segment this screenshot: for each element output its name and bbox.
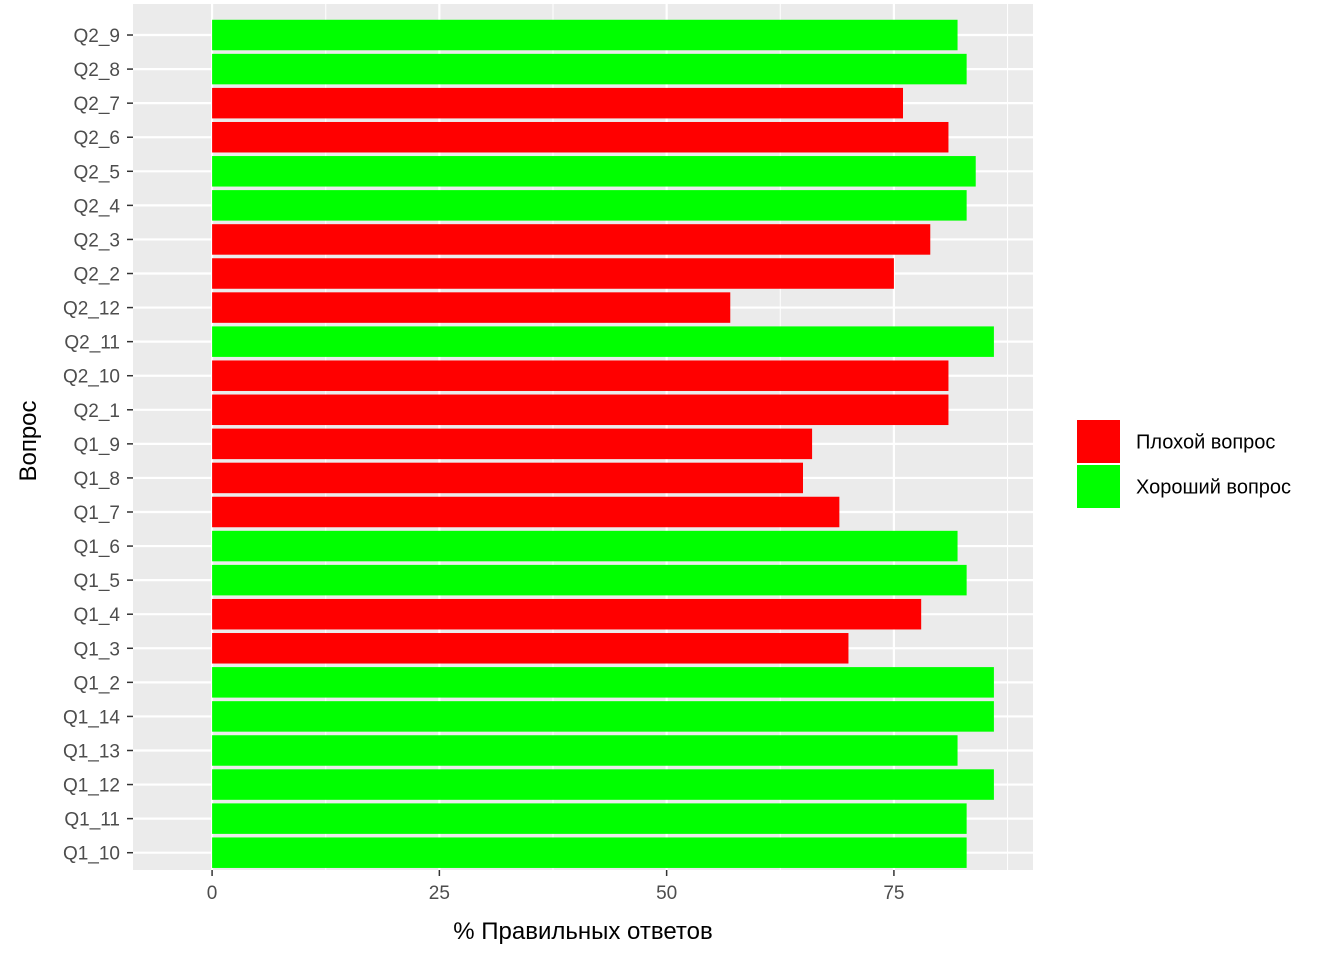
bar-q2-5 bbox=[212, 156, 976, 187]
y-tick-label: Q2_2 bbox=[74, 265, 120, 286]
y-tick-label: Q1_5 bbox=[74, 571, 120, 592]
y-tick-label: Q1_6 bbox=[74, 537, 120, 558]
bar-q2-11 bbox=[212, 326, 994, 357]
x-tick-label: 50 bbox=[656, 883, 677, 904]
bar-q1-5 bbox=[212, 564, 967, 596]
y-tick-label: Q1_13 bbox=[63, 741, 120, 762]
bar-q1-8 bbox=[212, 462, 803, 494]
bar-q2-12 bbox=[212, 292, 731, 323]
y-axis-title: Вопрос bbox=[15, 400, 42, 481]
y-tick-label: Q1_12 bbox=[63, 776, 120, 797]
y-tick-label: Q1_14 bbox=[63, 707, 120, 728]
bar-q2-10 bbox=[212, 360, 949, 391]
axis-layer: Q1_10 Q1_11 Q1_12 Q1_13 Q1_14 Q1_2 Q1_3 Q1_4 Q1_… bbox=[63, 26, 905, 904]
y-tick-label: Q1_11 bbox=[64, 810, 120, 831]
y-tick-label: Q2_10 bbox=[63, 367, 120, 388]
x-tick-label: 75 bbox=[883, 883, 904, 904]
y-tick-label: Q2_8 bbox=[74, 60, 120, 81]
bar-q1-3 bbox=[212, 633, 849, 664]
y-tick-label: Q1_4 bbox=[74, 605, 121, 626]
y-tick-label: Q1_8 bbox=[74, 469, 120, 490]
y-tick-label: Q2_5 bbox=[74, 162, 120, 183]
bar-q2-2 bbox=[212, 258, 894, 289]
bar-q1-13 bbox=[212, 735, 958, 766]
bar-q2-4 bbox=[212, 190, 967, 221]
y-tick-label: Q1_3 bbox=[74, 639, 120, 660]
bar-q1-10 bbox=[212, 837, 967, 868]
bar-q2-9 bbox=[212, 19, 958, 51]
bar-q2-8 bbox=[212, 53, 967, 85]
x-tick-label: 25 bbox=[429, 883, 450, 904]
bar-q2-3 bbox=[212, 224, 931, 255]
bar-q1-2 bbox=[212, 667, 994, 698]
x-axis-title: % Правильных ответов bbox=[453, 918, 712, 945]
bar-layer bbox=[212, 19, 994, 868]
bar-q1-9 bbox=[212, 428, 813, 460]
bar-q1-14 bbox=[212, 701, 994, 732]
bar-q2-6 bbox=[212, 121, 949, 153]
bar-q1-6 bbox=[212, 530, 958, 562]
bar-q2-1 bbox=[212, 394, 949, 426]
legend-label: Хороший вопрос bbox=[1136, 477, 1291, 499]
y-tick-label: Q2_9 bbox=[74, 26, 120, 47]
bar-q1-11 bbox=[212, 803, 967, 834]
x-tick-label: 0 bbox=[207, 883, 218, 904]
legend-swatch bbox=[1077, 465, 1120, 508]
y-tick-label: Q2_12 bbox=[63, 299, 120, 320]
y-tick-label: Q1_7 bbox=[74, 503, 120, 524]
bar-q1-4 bbox=[212, 598, 922, 630]
legend-swatch bbox=[1077, 420, 1120, 463]
y-tick-label: Q1_2 bbox=[74, 673, 120, 694]
y-tick-label: Q2_3 bbox=[74, 230, 120, 251]
y-tick-label: Q2_7 bbox=[74, 94, 120, 115]
y-tick-label: Q2_4 bbox=[74, 196, 121, 217]
y-tick-label: Q1_9 bbox=[74, 435, 120, 456]
legend: Плохой вопрос Хороший вопрос bbox=[1077, 420, 1291, 508]
y-tick-label: Q2_6 bbox=[74, 128, 120, 149]
bar-q1-12 bbox=[212, 769, 994, 800]
y-tick-label: Q1_10 bbox=[63, 844, 120, 865]
y-tick-label: Q2_11 bbox=[64, 333, 120, 354]
bar-q1-7 bbox=[212, 496, 840, 528]
y-tick-label: Q2_1 bbox=[74, 401, 120, 422]
bar-q2-7 bbox=[212, 87, 903, 119]
legend-label: Плохой вопрос bbox=[1136, 432, 1275, 454]
